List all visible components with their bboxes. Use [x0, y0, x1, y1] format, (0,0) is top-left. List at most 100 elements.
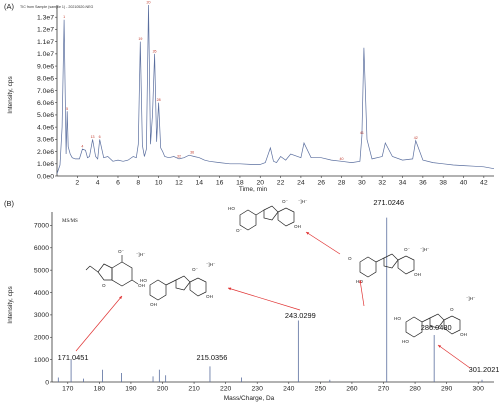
panel-b-x-tick-label: 300: [473, 386, 485, 393]
panel-b-annotations: 171.0451 215.0356243.0299271.0246286.0480…: [58, 198, 500, 374]
panel-a-xlabel: Time, min: [239, 186, 268, 193]
panel-b-x-tick-label: 270: [378, 386, 390, 393]
panel-a-y-tick-label: 1.3e7: [37, 15, 54, 22]
panel-b-arrow-line: [305, 231, 341, 255]
ion-label-243: ⁻]H⁻: [206, 262, 216, 267]
panel-b-y-tick-label: 6000: [34, 245, 49, 252]
panel-b-annotation: 301.2021: [469, 365, 500, 374]
panel-b-y-ticks: 0 1000 2000 3000 4000 5000 6000 7000: [34, 223, 52, 386]
svg-text:OH: OH: [460, 332, 467, 337]
panel-a-y-tick-label: 1.0e7: [37, 51, 54, 58]
panel-a-ylabel: Intensity, cps: [7, 76, 14, 114]
ion-label-301: ⁻]H⁻: [466, 296, 476, 301]
panel-b-xlabel: Mass/Charge, Da: [224, 395, 275, 402]
panel-b-annotation: 271.0246: [373, 198, 404, 207]
structure-301: HO HO O OH ⁻]H⁻: [394, 296, 476, 344]
panel-b-x-tick-label: 230: [252, 386, 264, 393]
ion-label-171: ⁻]H⁻: [136, 252, 146, 257]
panel-b-arrow-head: [228, 287, 232, 291]
panel-b-arrow-head: [306, 232, 310, 235]
panel-a-peak-label: 19: [138, 37, 142, 41]
panel-b-y-tick-label: 4000: [34, 290, 49, 297]
panel-b-y-tick-label: 7000: [34, 223, 49, 230]
panel-a-peak-label: 5: [66, 107, 68, 111]
panel-a-y-tick-label: 7.0e6: [37, 88, 54, 95]
panel-a-x-tick-label: 26: [317, 180, 325, 187]
svg-text:HO: HO: [140, 278, 147, 283]
panel-a-y-tick-label: 1.2e7: [37, 27, 54, 34]
panel-b-x-tick-label: 170: [62, 386, 74, 393]
structure-171: O⁻ O OH ⁻]H⁻: [85, 249, 146, 288]
svg-text:O⁻: O⁻: [282, 199, 289, 204]
panel-a-y-ticks: 0.0e0 1.0e6 2.0e6 3.0e6 4.0e6 5.0e6 6.0e6 7.0e6…: [37, 15, 57, 180]
panel-a-x-tick-label: 10: [155, 180, 163, 187]
svg-text:O⁻: O⁻: [404, 247, 411, 252]
panel-b-x-tick-label: 260: [346, 386, 358, 393]
structure-286: O HO O⁻ OH ⁻]H⁻: [348, 247, 430, 284]
panel-a-label: (A): [4, 2, 15, 11]
panel-b-x-tick-label: 280: [409, 386, 421, 393]
panel-b-arrow-line: [359, 279, 365, 307]
panel-a-x-tick-label: 40: [460, 180, 468, 187]
ion-label-271: ⁻]H⁻: [298, 199, 308, 204]
panel-b-bars: [57, 217, 483, 382]
panel-b-arrow-line: [75, 295, 123, 352]
panel-b-x-ticks: 170 180 190 200 210 220 230 240 250 260 270 280 290 3…: [62, 382, 484, 393]
panel-a-peak-label: 1: [63, 15, 65, 19]
panel-a-x-tick-label: 8: [136, 180, 140, 187]
panel-a-y-tick-label: 1.0e6: [37, 161, 54, 168]
panel-a-x-tick-label: 16: [216, 180, 224, 187]
panel-a-x-tick-label: 4: [96, 180, 100, 187]
panel-a-plot: [56, 4, 495, 174]
structure-243: HO OH O⁻ OH ⁻]H⁻: [140, 262, 216, 307]
panel-b-annotation: 243.0299: [285, 311, 316, 320]
panel-a-y-tick-label: 8.0e6: [37, 76, 54, 83]
panel-b-ylabel: Intensity, cps: [7, 286, 14, 324]
svg-text:OH: OH: [414, 272, 421, 277]
panel-a-peak-label: 4: [81, 145, 83, 149]
panel-a-tic-trace: [56, 4, 495, 174]
panel-b-y-tick-label: 5000: [34, 267, 49, 274]
panel-a-x-tick-label: 38: [439, 180, 447, 187]
panel-a-y-tick-label: 0.0e0: [37, 173, 54, 180]
panel-a-peak-label: 6: [99, 135, 101, 139]
svg-text:OH: OH: [206, 294, 213, 299]
svg-text:O⁻: O⁻: [236, 228, 243, 233]
panel-b-x-tick-label: 190: [125, 386, 137, 393]
svg-text:HO: HO: [394, 316, 401, 321]
panel-a-x-tick-label: 12: [175, 180, 183, 187]
panel-a-y-tick-label: 3.0e6: [37, 137, 54, 144]
svg-text:OH: OH: [294, 224, 301, 229]
svg-text:OH: OH: [138, 283, 145, 288]
panel-a-peak-label: 26: [153, 49, 157, 53]
panel-b-y-tick-label: 2000: [34, 335, 49, 342]
panel-a-y-tick-label: 4.0e6: [37, 124, 54, 131]
panel-b-arrow-line: [437, 344, 471, 369]
panel-a-peak-labels: 1 5 4 13 6 19 20 26 28 32 36 40 41 42: [63, 1, 418, 161]
panel-a-peak-label: 41: [360, 131, 364, 135]
svg-text:O: O: [102, 283, 106, 288]
panel-a-x-tick-label: 2: [75, 180, 79, 187]
panel-a-x-tick-label: 6: [116, 180, 120, 187]
panel-a-y-tick-label: 2.0e6: [37, 149, 54, 156]
panel-b-arrows: [75, 231, 471, 369]
svg-text:O: O: [450, 307, 454, 312]
panel-a-x-tick-label: 34: [399, 180, 407, 187]
panel-a-peak-label: 40: [340, 157, 344, 161]
panel-b-arrow-head: [359, 280, 362, 284]
panel-a-x-tick-label: 22: [277, 180, 285, 187]
svg-text:O⁻: O⁻: [192, 267, 199, 272]
panel-a-y-tick-label: 1.1e7: [37, 39, 54, 46]
panel-b-x-tick-label: 180: [94, 386, 106, 393]
panel-b-x-tick-label: 250: [315, 386, 327, 393]
panel-a-x-tick-label: 42: [480, 180, 488, 187]
panel-a-x-tick-label: 28: [338, 180, 346, 187]
panel-b-x-tick-label: 290: [441, 386, 453, 393]
svg-text:O⁻: O⁻: [118, 249, 125, 254]
panel-a-peak-label: 32: [177, 154, 181, 158]
panel-a-x-tick-label: 18: [236, 180, 244, 187]
structure-271: HO O⁻ O⁻ OH ⁻]H⁻: [228, 199, 308, 233]
panel-a-x-tick-label: 30: [358, 180, 366, 187]
panel-b-arrow-line: [227, 287, 301, 311]
